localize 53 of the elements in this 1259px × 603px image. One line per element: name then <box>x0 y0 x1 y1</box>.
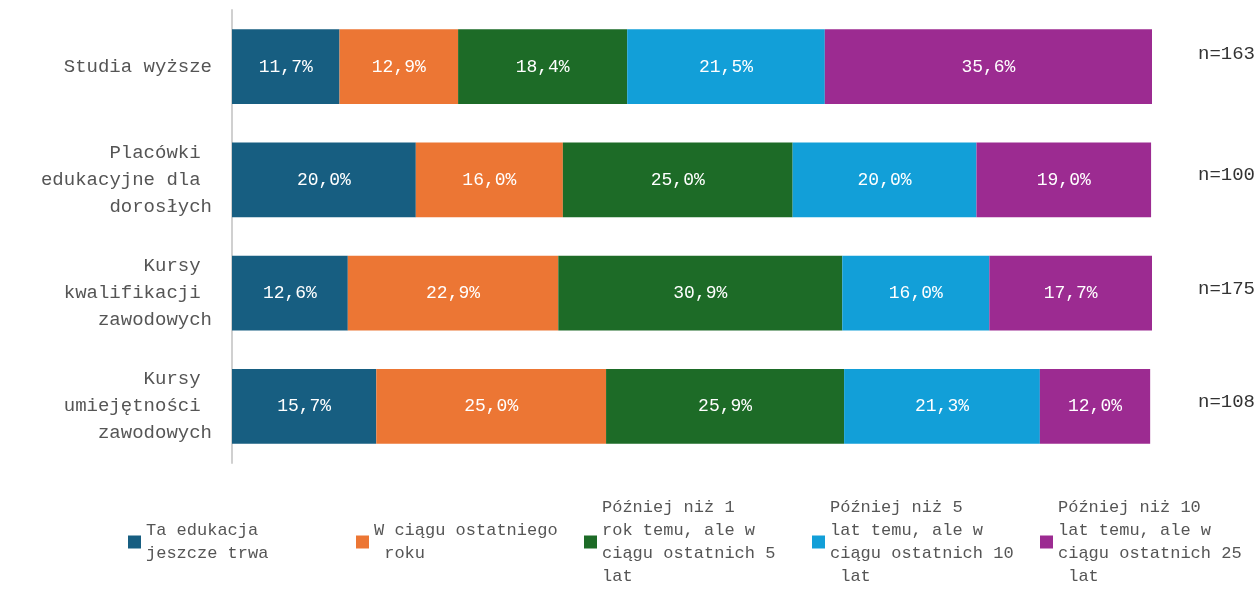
bar <box>232 255 348 331</box>
bar <box>376 369 607 444</box>
data-label: 12,9% <box>371 56 427 77</box>
y-tick-label: Kursy umiejętności zawodowych <box>63 368 212 445</box>
data-label: 30,9% <box>673 283 728 304</box>
data-label: 19,0% <box>1036 169 1091 190</box>
legend-label: Później niż 10 lat temu, ale w ciągu ostatnich 25 lat <box>1058 498 1242 586</box>
y-tick-label: Studia wyższe <box>63 55 212 78</box>
data-label: 35,6% <box>961 56 1016 77</box>
bar <box>415 142 563 218</box>
data-label: 21,3% <box>914 396 970 417</box>
legend-label: W ciągu ostatniego roku <box>374 521 558 563</box>
bar <box>1039 369 1151 444</box>
text: n=163 <box>1197 43 1256 66</box>
data-label: 15,7% <box>277 396 332 417</box>
y-tick-label: Kursy kwalifikacji zawodowych <box>63 255 212 332</box>
data-label: 20,0% <box>857 169 912 190</box>
bar <box>232 29 340 104</box>
bar <box>339 29 459 104</box>
bar <box>232 142 416 218</box>
bar <box>842 255 990 331</box>
legend-label: Później niż 5 lat temu, ale w ciągu ostatnich 10 lat <box>830 498 1014 586</box>
bar <box>558 255 843 331</box>
bar <box>976 142 1152 218</box>
bar <box>606 369 845 444</box>
legend-label: Później niż 1 rok temu, ale w ciągu ostatnich 5 lat <box>602 498 786 586</box>
data-label: 22,9% <box>426 283 481 304</box>
data-label: 12,0% <box>1068 396 1123 417</box>
bar <box>627 29 825 104</box>
data-label: 12,6% <box>262 283 318 304</box>
data-label: 18,4% <box>515 56 570 77</box>
text: n=108 <box>1197 390 1256 413</box>
data-label: 25,0% <box>464 396 519 417</box>
text: n=100 <box>1197 164 1256 187</box>
data-label: 17,7% <box>1043 283 1098 304</box>
bar <box>347 255 559 331</box>
bar <box>232 369 377 444</box>
data-label: 11,7% <box>258 56 313 77</box>
bar <box>458 29 628 104</box>
data-label: 20,0% <box>296 169 352 190</box>
text: n=175 <box>1197 277 1256 300</box>
bar <box>989 255 1152 331</box>
data-label: 21,5% <box>699 56 754 77</box>
data-label: 25,0% <box>650 169 705 190</box>
bar <box>792 142 977 218</box>
data-label: 16,0% <box>462 169 517 190</box>
bar <box>824 29 1152 104</box>
bar <box>562 142 793 218</box>
data-label: 16,0% <box>888 283 943 304</box>
legend-label: Ta edukacja jeszcze trwa <box>146 521 269 563</box>
bar <box>844 369 1040 444</box>
data-label: 25,9% <box>698 396 753 417</box>
y-tick-label: Placówki edukacyjne dla dorosłych <box>40 141 212 218</box>
